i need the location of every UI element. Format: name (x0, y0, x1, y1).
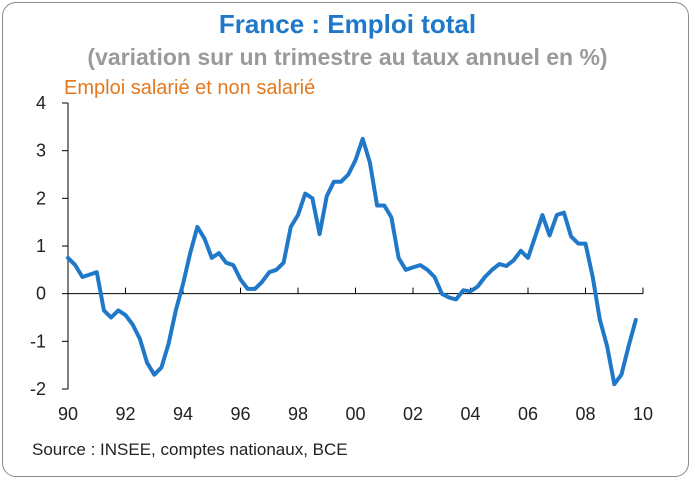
x-tick-label: 94 (173, 404, 193, 424)
x-tick-label: 08 (575, 404, 595, 424)
y-tick-label: -2 (30, 379, 46, 399)
x-tick-label: 98 (288, 404, 308, 424)
x-tick-label: 02 (403, 404, 423, 424)
chart-ticks: -2 -1 0 1 2 3 4 90 92 94 96 98 00 02 04 06 08 10 (30, 93, 653, 424)
y-tick-label: 3 (36, 141, 46, 161)
x-tick-label: 92 (115, 404, 135, 424)
x-tick-label: 06 (518, 404, 538, 424)
x-tick-label: 90 (58, 404, 78, 424)
source-note: Source : INSEE, comptes nationaux, BCE (32, 440, 348, 459)
y-tick-label: 2 (36, 188, 46, 208)
x-tick-label: 10 (633, 404, 653, 424)
x-tick-label: 00 (345, 404, 365, 424)
series-label: Emploi salarié et non salarié (64, 77, 316, 99)
y-tick-label: 4 (36, 93, 46, 113)
y-tick-label: 0 (36, 284, 46, 304)
x-tick-label: 96 (230, 404, 250, 424)
chart-subtitle: (variation sur un trimestre au taux annu… (87, 44, 608, 70)
chart-title: France : Emploi total (218, 9, 477, 39)
series-line (66, 136, 638, 387)
chart-axes (67, 103, 643, 389)
x-tick-label: 04 (460, 404, 480, 424)
y-tick-label: 1 (36, 236, 46, 256)
y-tick-label: -1 (30, 331, 46, 351)
chart-series (66, 136, 638, 387)
